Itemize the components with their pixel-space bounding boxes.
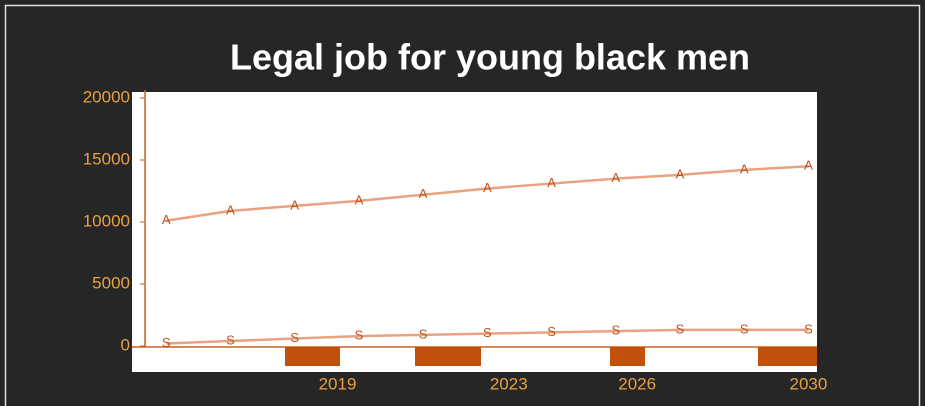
- point-marker: A: [162, 212, 171, 227]
- point-marker: S: [226, 332, 235, 347]
- point-marker: A: [804, 158, 813, 173]
- point-marker: A: [676, 166, 685, 181]
- frame: [4, 4, 921, 406]
- point-marker: S: [740, 321, 749, 336]
- point-marker: A: [611, 170, 620, 185]
- point-marker: S: [419, 326, 428, 341]
- point-marker: S: [483, 325, 492, 340]
- x-tick-label: 2023: [490, 374, 528, 393]
- axis-bands: [285, 347, 817, 366]
- x-tick-label: 2030: [790, 374, 828, 393]
- band: [285, 347, 340, 366]
- chart-title: Legal job for young black men: [230, 37, 750, 78]
- point-marker: A: [290, 197, 299, 212]
- point-marker: A: [226, 202, 235, 217]
- plot-area: [132, 92, 817, 372]
- point-marker: A: [547, 175, 556, 190]
- band: [610, 347, 645, 366]
- point-marker: A: [419, 186, 428, 201]
- x-tick-label: 2026: [618, 374, 656, 393]
- band: [758, 347, 817, 366]
- x-tick-label: 2019: [319, 374, 357, 393]
- series-line: [166, 164, 809, 222]
- point-marker: A: [483, 180, 492, 195]
- point-marker: A: [355, 192, 364, 207]
- y-tick-label: 5000: [92, 273, 130, 292]
- point-marker: S: [804, 321, 813, 336]
- point-marker: S: [676, 321, 685, 336]
- point-marker: A: [740, 161, 749, 176]
- point-marker: S: [547, 324, 556, 339]
- y-tick-label: 15000: [83, 149, 130, 168]
- y-tick-label: 20000: [83, 87, 130, 106]
- point-marker: S: [162, 335, 171, 350]
- y-tick-label: 10000: [83, 211, 130, 230]
- band: [415, 347, 481, 366]
- y-tick-label: 0: [121, 335, 130, 354]
- series-line: [166, 328, 809, 345]
- point-marker: S: [290, 330, 299, 345]
- point-marker: S: [355, 328, 364, 343]
- point-marker: S: [611, 323, 620, 338]
